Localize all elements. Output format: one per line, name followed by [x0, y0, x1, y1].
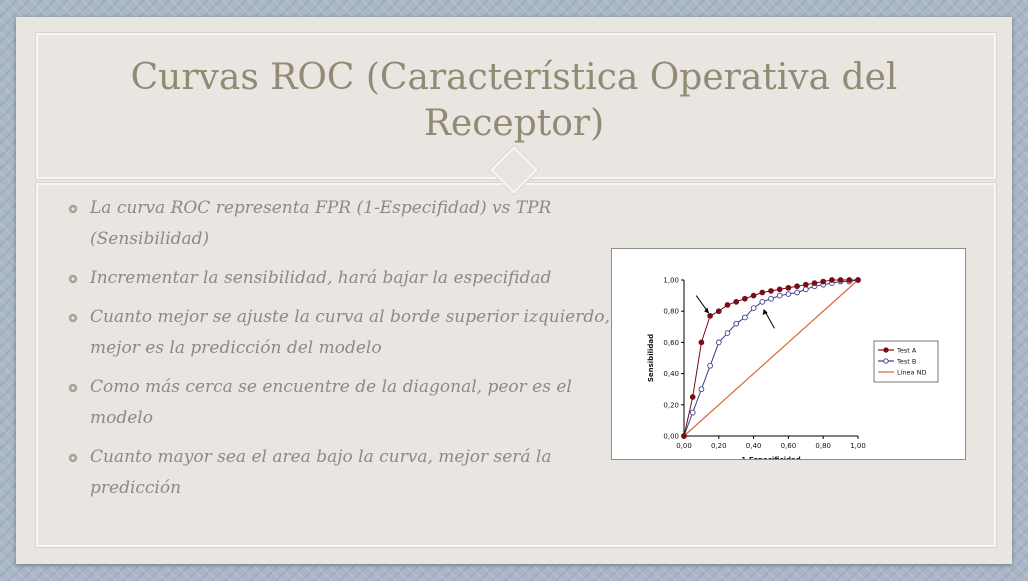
- annotation-arrowhead-test-b: [762, 308, 768, 315]
- slide-title: Curvas ROC (Característica Operativa del…: [130, 57, 898, 144]
- y-tick-label: 0,40: [663, 370, 679, 378]
- data-point-test-b: [794, 289, 800, 296]
- data-point-test-b: [715, 339, 722, 346]
- data-point-test-a: [855, 277, 861, 283]
- data-point-test-b: [802, 286, 809, 293]
- bullet-item: Como más cerca se encuentre de la diagon…: [64, 372, 624, 434]
- gear-icon: [68, 274, 78, 284]
- bullet-list: La curva ROC representa FPR (1-Especifid…: [64, 193, 624, 512]
- data-point-test-b: [707, 362, 713, 369]
- y-tick-label: 0,80: [663, 308, 679, 316]
- data-point-test-a: [742, 295, 748, 302]
- x-tick-label: 0,40: [746, 442, 762, 450]
- bullet-text: La curva ROC representa FPR (1-Especifid…: [90, 198, 552, 249]
- y-tick-label: 0,00: [663, 433, 679, 441]
- bullet-text: Incrementar la sensibilidad, hará bajar …: [90, 268, 552, 288]
- gear-icon: [68, 453, 78, 463]
- data-point-test-a: [689, 394, 696, 400]
- data-point-test-a: [837, 277, 844, 283]
- annotation-arrow-test-b: [764, 310, 775, 329]
- data-point-test-a: [715, 308, 722, 315]
- data-point-test-a: [768, 288, 774, 294]
- x-axis-label: 1-Especificidad: [741, 456, 801, 459]
- y-tick-label: 1,00: [663, 277, 679, 285]
- data-point-test-b: [689, 409, 696, 416]
- data-point-test-a: [794, 283, 800, 290]
- bullet-text: Como más cerca se encuentre de la diagon…: [90, 377, 572, 428]
- gear-icon: [68, 204, 78, 214]
- y-tick-label: 0,60: [663, 339, 679, 347]
- gear-icon: [68, 313, 78, 323]
- legend-marker-test-a: [883, 347, 889, 353]
- data-point-test-b: [724, 330, 731, 336]
- legend-marker-test-b: [883, 358, 889, 364]
- bullet-text: Cuanto mejor se ajuste la curva al borde…: [90, 307, 610, 358]
- data-point-test-b: [768, 295, 774, 302]
- data-point-test-a: [811, 280, 818, 286]
- data-point-test-a: [698, 339, 705, 346]
- bullet-item: La curva ROC representa FPR (1-Especifid…: [64, 193, 624, 255]
- x-tick-label: 1,00: [850, 442, 866, 450]
- slide: Curvas ROC (Característica Operativa del…: [16, 17, 1012, 564]
- series-line-l-nea-nd: [683, 279, 859, 437]
- data-point-test-a: [829, 277, 835, 283]
- data-point-test-a: [707, 313, 713, 319]
- x-tick-label: 0,20: [711, 442, 727, 450]
- data-point-test-a: [724, 302, 731, 308]
- y-tick-label: 0,20: [663, 401, 679, 409]
- y-axis-label: Sensibilidad: [647, 334, 655, 382]
- data-point-test-b: [742, 314, 748, 321]
- legend-label-l-nea-nd: Línea ND: [897, 369, 926, 377]
- data-point-test-a: [681, 433, 687, 439]
- bullet-text: Cuanto mayor sea el area bajo la curva, …: [90, 447, 552, 498]
- bullet-item: Cuanto mejor se ajuste la curva al borde…: [64, 302, 624, 364]
- data-point-test-b: [698, 386, 705, 393]
- gear-icon: [68, 383, 78, 393]
- data-point-test-a: [802, 281, 809, 288]
- legend-label-test-b: Test B: [896, 358, 916, 366]
- data-point-test-b: [733, 320, 740, 327]
- bullet-item: Incrementar la sensibilidad, hará bajar …: [64, 263, 624, 294]
- bullet-item: Cuanto mayor sea el area bajo la curva, …: [64, 442, 624, 504]
- data-point-test-a: [820, 278, 827, 285]
- data-point-test-b: [750, 305, 757, 311]
- data-point-test-a: [733, 298, 740, 305]
- roc-chart-svg: 0,00 0,20 0,40 0,60 0,80 1,00 0,00 0,20 0,40 0,60…: [647, 277, 939, 459]
- data-point-test-a: [785, 284, 792, 291]
- data-point-test-a: [776, 286, 783, 293]
- data-point-test-a: [750, 292, 757, 299]
- annotation-arrow-test-a: [695, 295, 708, 312]
- annotation-arrowhead-test-a: [704, 307, 710, 314]
- data-point-test-b: [759, 298, 766, 305]
- x-tick-label: 0,80: [815, 442, 831, 450]
- data-point-test-b: [776, 292, 783, 299]
- data-point-test-a: [759, 289, 766, 296]
- data-point-test-a: [846, 277, 853, 283]
- legend-label-test-a: Test A: [896, 347, 917, 355]
- x-tick-label: 0,00: [676, 442, 692, 450]
- data-point-test-b: [785, 291, 792, 297]
- roc-chart: 0,00 0,20 0,40 0,60 0,80 1,00 0,00 0,20 0,40 0,60…: [611, 248, 966, 460]
- x-tick-label: 0,60: [781, 442, 797, 450]
